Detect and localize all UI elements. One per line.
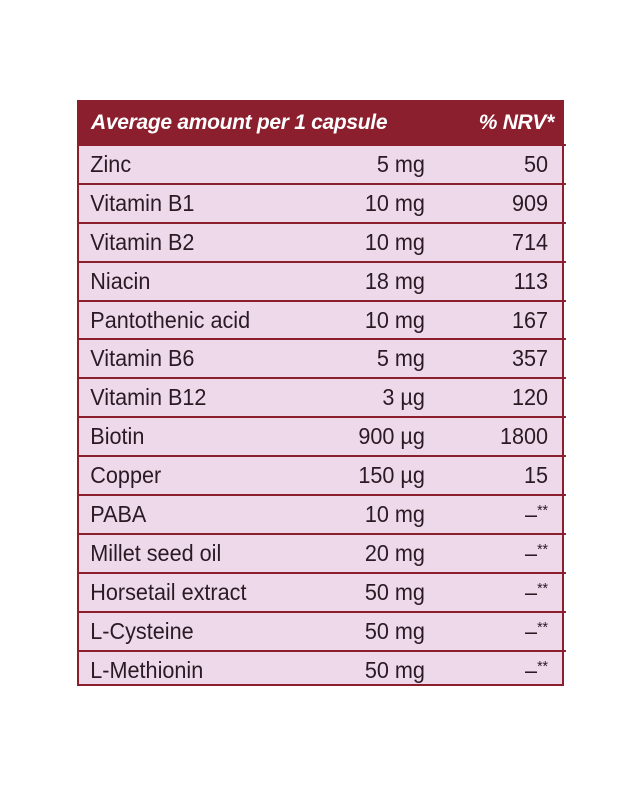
- nutrient-nrv: –**: [425, 618, 552, 645]
- nutrient-name: Vitamin B1: [90, 189, 195, 216]
- nrv-value: 120: [511, 384, 549, 411]
- nrv-value: –: [525, 656, 538, 683]
- nrv-value: –: [525, 617, 538, 644]
- nutrient-nrv: 357: [425, 345, 552, 372]
- nutrient-nrv: 50: [425, 151, 552, 178]
- table-row: Vitamin B12 3 µg 120: [79, 377, 566, 416]
- nutrient-nrv: 15: [425, 462, 552, 489]
- nutrient-name: Copper: [90, 462, 162, 489]
- table-row: L-Methionin 50 mg –**: [79, 649, 566, 689]
- nrv-value: 714: [511, 228, 549, 255]
- nutrient-amount: 150 µg: [358, 462, 425, 489]
- nutrient-nrv: –**: [425, 579, 552, 606]
- table-row: Zinc 5 mg 50: [79, 144, 566, 183]
- nutrient-nrv: –**: [425, 540, 552, 567]
- nutrient-amount: 50 mg: [364, 656, 425, 683]
- table-row: Copper 150 µg 15: [79, 455, 566, 494]
- nutrient-name: Horsetail extract: [90, 578, 247, 605]
- table-row: Vitamin B1 10 mg 909: [79, 182, 566, 222]
- nutrient-name: Vitamin B12: [90, 384, 207, 411]
- nutrient-amount: 50 mg: [364, 617, 425, 644]
- table-row: Niacin 18 mg 113: [79, 260, 566, 300]
- nutrient-amount: 10 mg: [364, 189, 425, 216]
- nutrition-table: Average amount per 1 capsule % NRV* Zinc…: [77, 100, 566, 689]
- nrv-value: 15: [524, 462, 549, 489]
- nrv-value: 909: [511, 189, 549, 216]
- nutrient-nrv: 714: [425, 229, 552, 256]
- nutrient-name: Biotin: [90, 423, 145, 450]
- nrv-footnote-mark: **: [537, 579, 549, 597]
- nrv-footnote-mark: **: [537, 657, 549, 675]
- nutrient-name: Pantothenic acid: [90, 306, 251, 333]
- nrv-value: 167: [511, 306, 549, 333]
- nutrient-nrv: 167: [425, 307, 552, 334]
- nrv-value: –: [525, 578, 538, 605]
- nutrient-name: Vitamin B2: [90, 228, 195, 255]
- nutrient-name: Millet seed oil: [90, 539, 222, 566]
- nutrient-name: Niacin: [90, 267, 151, 294]
- table-row: PABA 10 mg –**: [79, 494, 566, 533]
- header-nrv-label: % NRV*: [478, 111, 555, 134]
- nutrient-name: L-Cysteine: [90, 617, 194, 644]
- table-row: Pantothenic acid 10 mg 167: [79, 299, 566, 339]
- nrv-footnote-mark: **: [537, 540, 549, 558]
- nrv-value: –: [525, 539, 538, 566]
- nutrient-nrv: 1800: [425, 423, 552, 450]
- nutrient-name: Vitamin B6: [90, 345, 195, 372]
- nutrient-amount: 900 µg: [358, 423, 425, 450]
- nutrient-name: PABA: [90, 500, 147, 527]
- nutrient-name: Zinc: [90, 150, 132, 177]
- header-amount-label: Average amount per 1 capsule: [91, 111, 388, 134]
- nrv-footnote-mark: **: [537, 501, 549, 519]
- table-row: Vitamin B2 10 mg 714: [79, 221, 566, 261]
- table-header: Average amount per 1 capsule % NRV*: [79, 102, 562, 144]
- nutrient-amount: 20 mg: [364, 539, 425, 566]
- nrv-value: –: [525, 500, 538, 527]
- nutrient-nrv: –**: [425, 501, 552, 528]
- table-row: Millet seed oil 20 mg –**: [79, 532, 566, 572]
- nutrient-amount: 3 µg: [382, 384, 425, 411]
- table-row: Vitamin B6 5 mg 357: [79, 338, 566, 377]
- nutrient-nrv: 113: [425, 268, 552, 295]
- table-row: Horsetail extract 50 mg –**: [79, 571, 566, 611]
- nutrient-amount: 50 mg: [364, 578, 425, 605]
- nutrient-amount: 5 mg: [376, 150, 425, 177]
- nutrient-amount: 10 mg: [364, 500, 425, 527]
- table-row: Biotin 900 µg 1800: [79, 416, 566, 455]
- nutrient-nrv: 909: [425, 190, 552, 217]
- nrv-value: 113: [513, 267, 549, 294]
- nutrient-amount: 10 mg: [364, 228, 425, 255]
- nrv-value: 50: [524, 150, 549, 177]
- nutrient-nrv: –**: [425, 657, 552, 684]
- nutrient-nrv: 120: [425, 384, 552, 411]
- nutrient-amount: 18 mg: [364, 267, 425, 294]
- nutrient-amount: 10 mg: [364, 306, 425, 333]
- nutrient-amount: 5 mg: [376, 345, 425, 372]
- table-row: L-Cysteine 50 mg –**: [79, 610, 566, 650]
- nrv-footnote-mark: **: [537, 618, 549, 636]
- nutrient-name: L-Methionin: [90, 656, 204, 683]
- nrv-value: 357: [511, 345, 549, 372]
- nrv-value: 1800: [499, 423, 549, 450]
